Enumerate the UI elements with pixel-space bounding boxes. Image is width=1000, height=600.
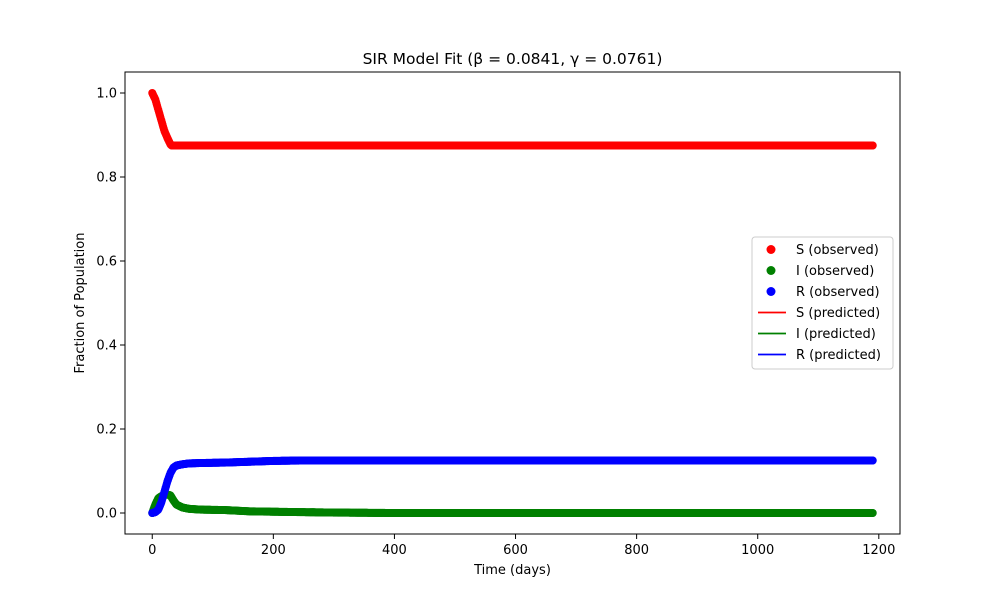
legend-entry: S (predicted): [758, 306, 880, 321]
plot-area: [124, 71, 901, 535]
legend-label: S (predicted): [796, 306, 880, 321]
x-tick-label: 600: [503, 543, 528, 558]
x-tick-label: 1200: [862, 543, 895, 558]
plot-frame: [124, 71, 901, 535]
y-axis-ticks: 0.0 0.2 0.4 0.6 0.8 1.0: [96, 87, 125, 522]
y-tick-label: 0.0: [96, 507, 117, 522]
series-i-observed: [148, 490, 877, 517]
y-tick-label: 0.6: [96, 255, 117, 270]
x-axis-label: Time (days): [473, 563, 551, 578]
x-axis-ticks: 0 200 400 600 800 1000 1200: [148, 534, 895, 558]
series-r-observed: [148, 456, 877, 517]
series-layer: [148, 89, 877, 517]
legend-entry: I (observed): [766, 264, 874, 279]
legend-entry: S (observed): [766, 243, 879, 258]
legend-label: R (observed): [796, 285, 880, 300]
y-tick-label: 0.2: [96, 423, 117, 438]
x-tick-label: 0: [148, 543, 156, 558]
x-tick-label: 800: [624, 543, 649, 558]
legend-label: I (predicted): [796, 327, 876, 342]
legend-frame: [751, 236, 894, 370]
x-tick-label: 1000: [741, 543, 774, 558]
x-tick-label: 200: [261, 543, 286, 558]
legend-label: I (observed): [796, 264, 874, 279]
legend-marker: [766, 287, 776, 296]
y-tick-label: 0.4: [96, 339, 117, 354]
legend-label: S (observed): [796, 243, 879, 258]
legend-entry: R (predicted): [758, 348, 881, 363]
y-tick-label: 1.0: [96, 87, 117, 102]
x-tick-label: 400: [382, 543, 407, 558]
series-s-observed: [148, 89, 877, 150]
chart-title: SIR Model Fit (β = 0.0841, γ = 0.0761): [363, 50, 663, 68]
legend-marker: [766, 266, 776, 275]
legend: S (observed) I (observed) R (observed) S (p…: [751, 236, 894, 370]
data-point: [868, 509, 877, 517]
legend-entry: R (observed): [766, 285, 880, 300]
y-tick-label: 0.8: [96, 171, 117, 186]
legend-marker: [766, 245, 776, 254]
legend-entry: I (predicted): [758, 327, 876, 342]
data-point: [868, 456, 877, 465]
data-point: [868, 141, 877, 150]
y-axis-label: Fraction of Population: [73, 233, 88, 374]
legend-label: R (predicted): [796, 348, 881, 363]
